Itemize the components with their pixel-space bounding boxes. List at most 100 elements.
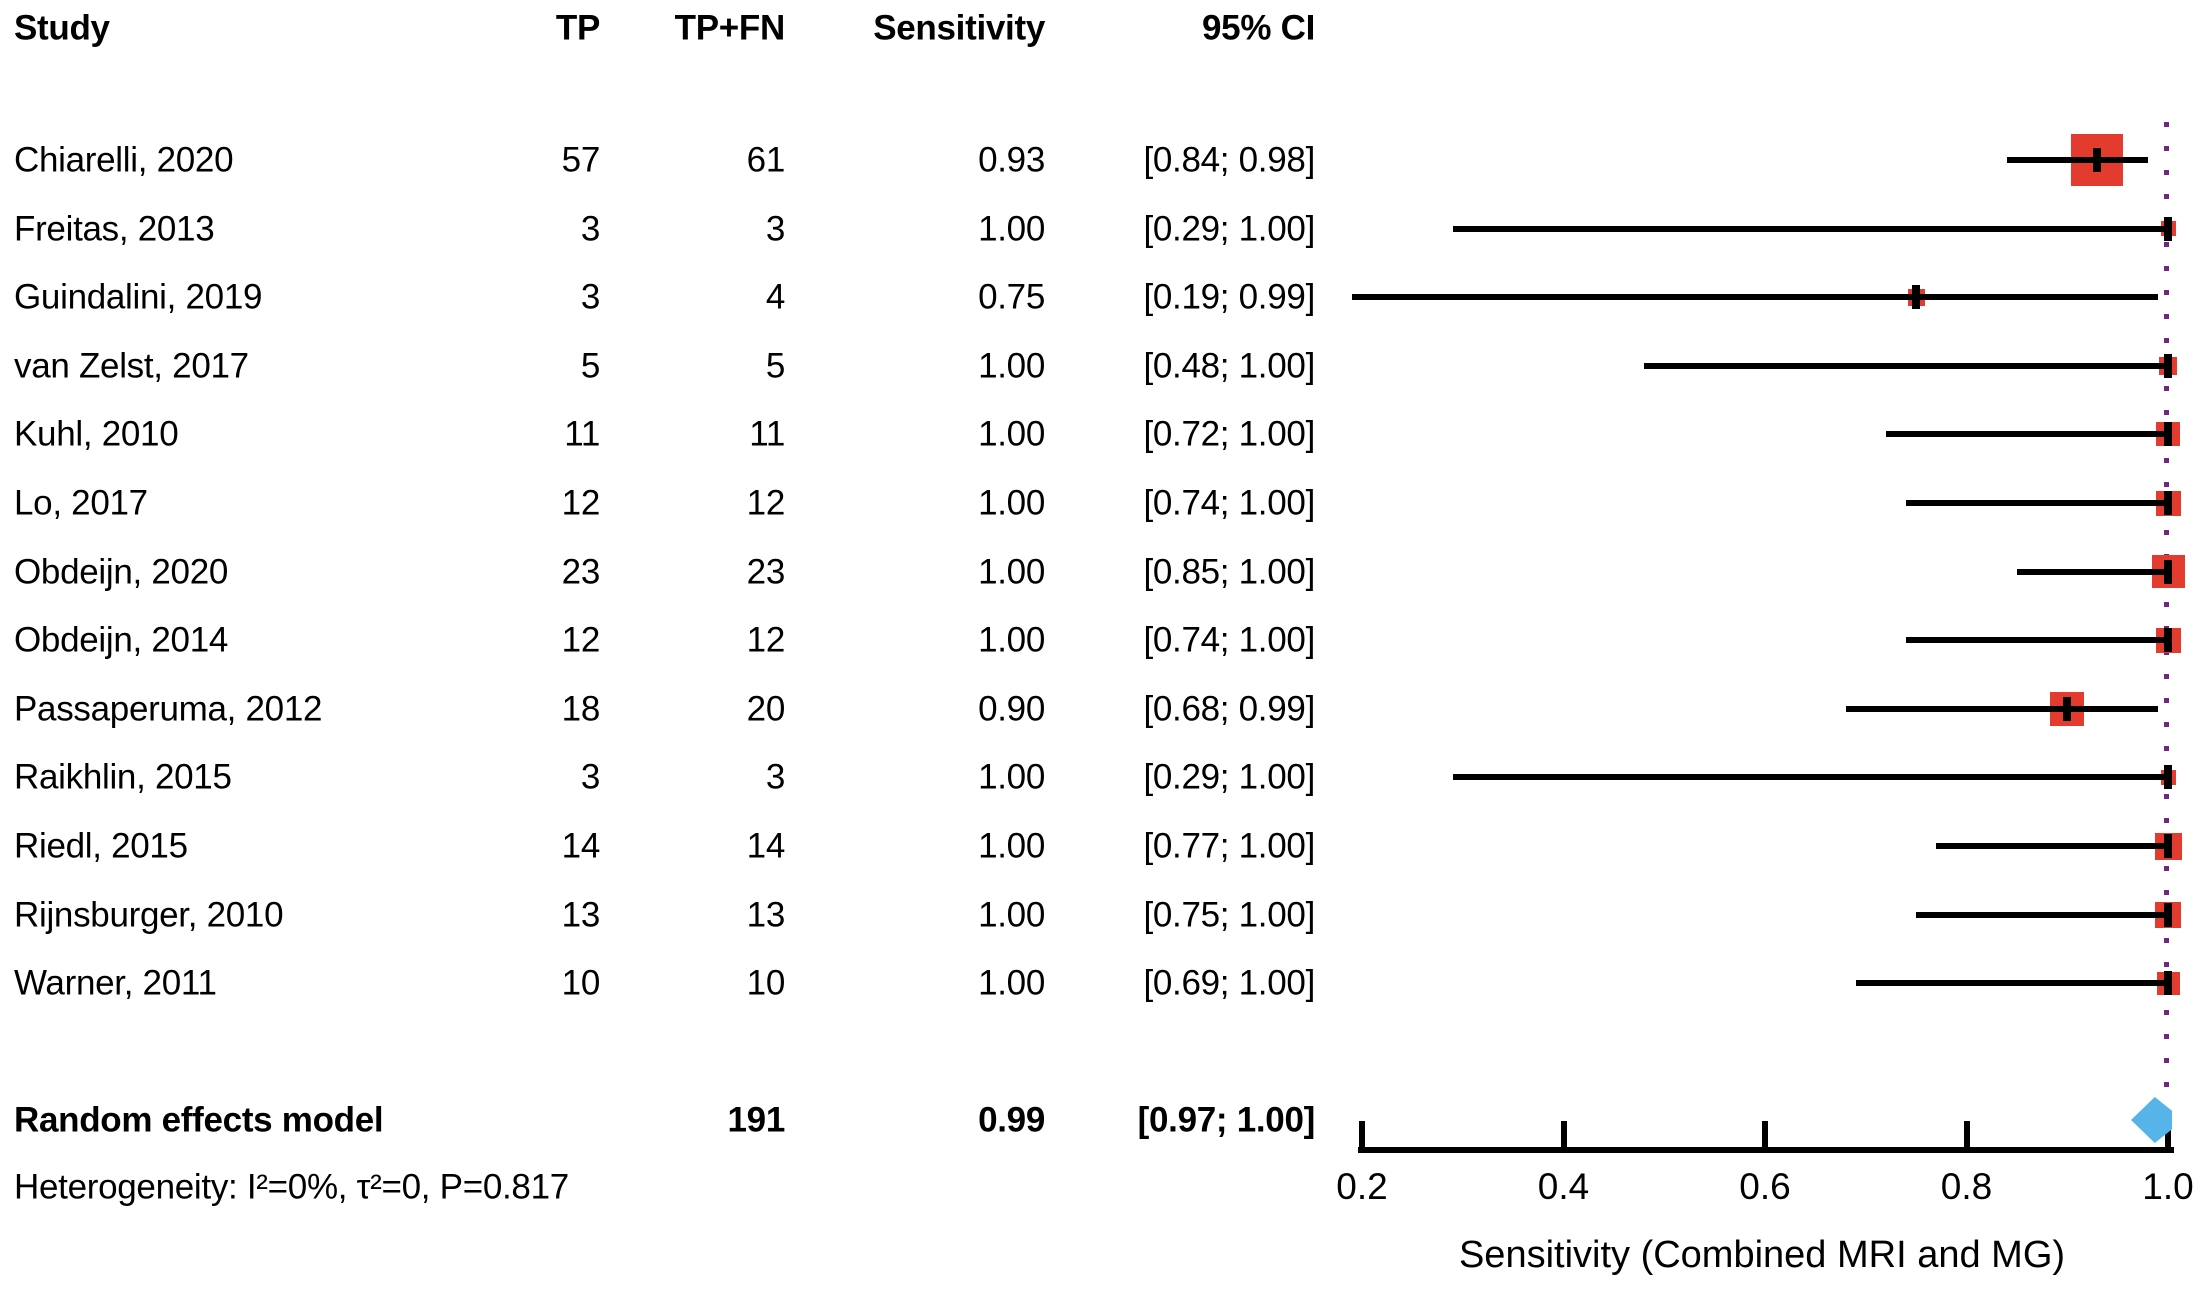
tp-value: 57 — [561, 140, 601, 180]
x-axis-tick-label: 1.0 — [2142, 1166, 2194, 1207]
point-estimate-tick — [2164, 216, 2172, 241]
study-label: van Zelst, 2017 — [14, 346, 249, 386]
study-label: Obdeijn, 2020 — [14, 552, 229, 592]
reference-line — [2164, 122, 2169, 1094]
heterogeneity-text: Heterogeneity: I²=0%, τ²=0, P=0.817 — [14, 1167, 569, 1207]
summary-label: Random effects model — [14, 1100, 384, 1140]
ci-value: [0.75; 1.00] — [1143, 895, 1315, 935]
study-label: Guindalini, 2019 — [14, 277, 263, 317]
point-estimate-tick — [2164, 491, 2172, 515]
header-ci: 95% CI — [1202, 8, 1315, 48]
sensitivity-value: 1.00 — [978, 414, 1045, 454]
sensitivity-value: 1.00 — [978, 552, 1045, 592]
study-label: Freitas, 2013 — [14, 209, 215, 249]
sensitivity-value: 0.93 — [978, 140, 1045, 180]
tp-value: 13 — [561, 895, 601, 935]
study-label: Passaperuma, 2012 — [14, 689, 323, 729]
header-sensitivity: Sensitivity — [873, 8, 1045, 48]
tp-fn-value: 4 — [765, 277, 785, 317]
summary-sensitivity: 0.99 — [978, 1100, 1045, 1140]
confidence-interval-line — [2006, 157, 2148, 163]
point-estimate-tick — [2093, 148, 2102, 172]
ci-value: [0.72; 1.00] — [1143, 414, 1315, 454]
point-estimate-tick — [2164, 559, 2172, 584]
sensitivity-value: 1.00 — [978, 826, 1045, 866]
x-axis-tick — [2165, 1121, 2171, 1148]
confidence-interval-line — [1936, 843, 2168, 849]
tp-value: 12 — [561, 483, 601, 523]
header-tp-fn: TP+FN — [674, 8, 786, 48]
tp-value: 23 — [561, 552, 601, 592]
tp-fn-value: 3 — [765, 209, 785, 249]
ci-value: [0.68; 0.99] — [1143, 689, 1315, 729]
tp-fn-value: 5 — [765, 346, 785, 386]
confidence-interval-line — [1885, 431, 2168, 438]
confidence-interval-line — [1452, 774, 2168, 781]
sensitivity-value: 1.00 — [978, 620, 1045, 660]
ci-value: [0.74; 1.00] — [1143, 620, 1315, 660]
ci-value: [0.29; 1.00] — [1143, 757, 1315, 797]
point-estimate-tick — [2063, 696, 2072, 721]
confidence-interval-line — [1845, 705, 2158, 712]
confidence-interval-line — [1906, 637, 2168, 644]
confidence-interval-line — [1906, 500, 2168, 506]
confidence-interval-line — [1916, 911, 2168, 918]
point-estimate-tick — [2164, 353, 2172, 378]
tp-value: 10 — [561, 963, 601, 1003]
sensitivity-value: 0.90 — [978, 689, 1045, 729]
ci-value: [0.85; 1.00] — [1143, 552, 1315, 592]
sensitivity-value: 0.75 — [978, 277, 1045, 317]
summary-tp-fn: 191 — [727, 1100, 786, 1140]
tp-value: 11 — [564, 414, 600, 454]
tp-fn-value: 3 — [765, 757, 785, 797]
x-axis-line — [1358, 1147, 2174, 1153]
study-label: Obdeijn, 2014 — [14, 620, 229, 660]
point-estimate-tick — [2164, 834, 2172, 858]
study-label: Rijnsburger, 2010 — [14, 895, 284, 935]
study-label: Kuhl, 2010 — [14, 414, 179, 454]
tp-value: 3 — [580, 277, 600, 317]
confidence-interval-line — [2016, 568, 2168, 575]
sensitivity-value: 1.00 — [978, 895, 1045, 935]
tp-fn-value: 10 — [746, 963, 786, 1003]
ci-value: [0.19; 0.99] — [1143, 277, 1315, 317]
tp-value: 3 — [580, 209, 600, 249]
tp-fn-value: 20 — [746, 689, 786, 729]
confidence-interval-line — [1644, 362, 2168, 369]
tp-fn-value: 61 — [746, 140, 786, 180]
x-axis-tick-label: 0.2 — [1336, 1166, 1388, 1207]
point-estimate-tick — [2164, 765, 2172, 790]
ci-value: [0.48; 1.00] — [1143, 346, 1315, 386]
point-estimate-tick — [2164, 971, 2172, 996]
sensitivity-value: 1.00 — [978, 483, 1045, 523]
sensitivity-value: 1.00 — [978, 209, 1045, 249]
x-axis-tick-label: 0.6 — [1739, 1166, 1791, 1207]
point-estimate-tick — [2164, 628, 2172, 653]
x-axis-tick-label: 0.8 — [1940, 1166, 1993, 1207]
tp-value: 12 — [561, 620, 601, 660]
summary-ci: [0.97; 1.00] — [1137, 1100, 1316, 1140]
header-tp: TP — [555, 8, 600, 48]
ci-value: [0.74; 1.00] — [1143, 483, 1315, 523]
study-label: Raikhlin, 2015 — [14, 757, 232, 797]
ci-value: [0.69; 1.00] — [1143, 963, 1315, 1003]
point-estimate-tick — [2164, 422, 2172, 447]
ci-value: [0.77; 1.00] — [1143, 826, 1315, 866]
point-estimate-tick — [1912, 285, 1921, 310]
tp-value: 3 — [580, 757, 600, 797]
confidence-interval-line — [1452, 225, 2168, 232]
header-study: Study — [14, 8, 110, 48]
confidence-interval-line — [1855, 980, 2168, 987]
point-estimate-tick — [2164, 902, 2172, 927]
tp-fn-value: 12 — [746, 620, 786, 660]
x-axis-tick — [1963, 1121, 1970, 1148]
tp-value: 18 — [561, 689, 601, 729]
sensitivity-value: 1.00 — [978, 757, 1045, 797]
sensitivity-value: 1.00 — [978, 346, 1045, 386]
x-axis-title: Sensitivity (Combined MRI and MG) — [1458, 1234, 2066, 1276]
tp-fn-value: 11 — [749, 414, 785, 454]
study-label: Lo, 2017 — [14, 483, 148, 523]
ci-value: [0.84; 0.98] — [1143, 140, 1315, 180]
tp-fn-value: 13 — [746, 895, 786, 935]
